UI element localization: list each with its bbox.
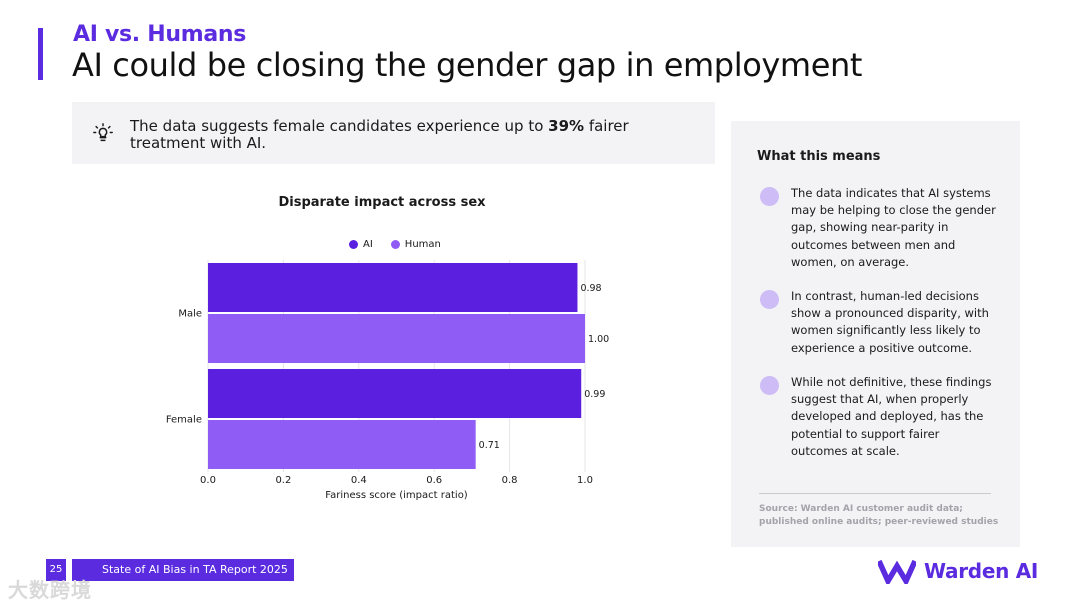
watermark: 大数跨境 (8, 578, 92, 602)
callout-text-after: fairer treatment with AI. (130, 117, 629, 152)
panel-item-text: In contrast, human-led decisions show a … (791, 289, 989, 355)
panel-title: What this means (757, 149, 881, 164)
page-number: 25 (46, 559, 66, 581)
report-title: State of AI Bias in TA Report 2025 (72, 559, 294, 581)
legend-label-human: Human (404, 238, 441, 250)
legend-swatch-ai (349, 239, 358, 249)
chart-legend: AI Human (349, 237, 459, 251)
data-label: 1.00 (588, 334, 609, 345)
warden-logo-icon (878, 559, 916, 584)
data-label: 0.98 (580, 283, 601, 294)
panel-item-text: While not definitive, these findings sug… (791, 375, 992, 458)
chart-title: Disparate impact across sex (278, 195, 486, 210)
x-tick-label: 0.6 (426, 475, 442, 486)
brand-name: Warden AI (924, 559, 1039, 583)
legend-item-ai: AI (349, 239, 373, 250)
x-tick-label: 1.0 (577, 475, 593, 486)
legend-label-ai: AI (363, 238, 373, 250)
bar-ai-female (208, 369, 582, 418)
insight-callout: The data suggests female candidates expe… (72, 102, 715, 164)
data-label: 0.99 (584, 389, 605, 400)
brand-logo: Warden AI (878, 557, 1038, 585)
data-label: 0.71 (479, 440, 500, 451)
x-axis-label: Fariness score (impact ratio) (325, 490, 468, 501)
bullet-dot (760, 376, 779, 395)
callout-highlight: 39% (548, 117, 585, 135)
x-tick-label: 0.2 (275, 475, 291, 486)
x-tick-label: 0.4 (351, 475, 367, 486)
lightbulb-icon (93, 123, 113, 142)
bar-human-female (208, 420, 476, 469)
category-label: Female (166, 415, 202, 426)
category-label: Male (178, 309, 202, 320)
source-note: Source: Warden AI customer audit data; p… (759, 504, 999, 527)
insights-panel: What this means The data indicates that … (731, 121, 1020, 547)
eyebrow-heading: AI vs. Humans (73, 22, 247, 47)
source-divider (759, 493, 991, 494)
x-tick-label: 0.8 (502, 475, 518, 486)
page-title: AI could be closing the gender gap in em… (72, 46, 863, 84)
callout-text: The data suggests female candidates expe… (130, 118, 690, 152)
bullet-dot (760, 187, 779, 206)
bar-ai-male (208, 263, 578, 312)
legend-item-human: Human (390, 238, 441, 250)
legend-swatch-human (390, 239, 400, 249)
x-tick-label: 0.0 (200, 475, 216, 486)
accent-bar (38, 28, 43, 80)
panel-item-text: The data indicates that AI systems may b… (791, 186, 996, 269)
bullet-dot (760, 290, 779, 309)
bar-human-male (208, 314, 585, 363)
callout-text-before: The data suggests female candidates expe… (130, 117, 549, 135)
